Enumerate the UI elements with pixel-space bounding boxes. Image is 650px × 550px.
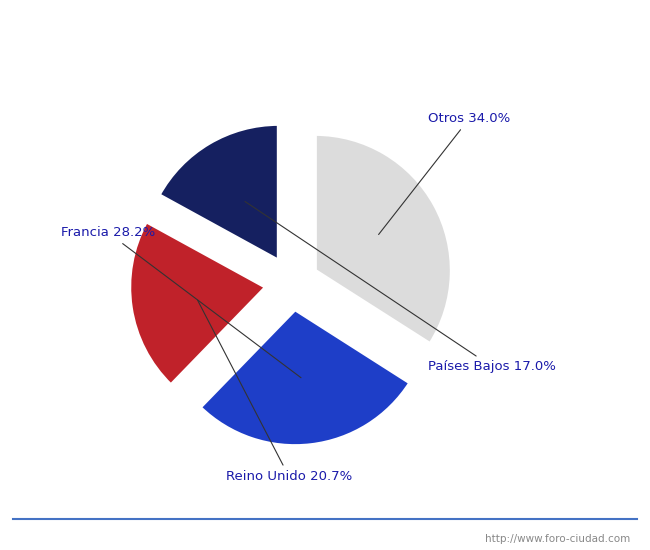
Text: Países Bajos 17.0%: Países Bajos 17.0% <box>245 201 556 373</box>
Text: Reino Unido 20.7%: Reino Unido 20.7% <box>198 300 352 483</box>
Text: Otros 34.0%: Otros 34.0% <box>378 112 511 234</box>
Wedge shape <box>200 310 410 446</box>
Text: Francia 28.2%: Francia 28.2% <box>61 226 301 378</box>
Wedge shape <box>129 222 266 385</box>
Wedge shape <box>315 134 452 344</box>
Text: http://www.foro-ciudad.com: http://www.foro-ciudad.com <box>486 534 630 544</box>
Wedge shape <box>159 124 279 261</box>
Text: Rute - Turistas extranjeros según país - Agosto de 2024: Rute - Turistas extranjeros según país -… <box>113 18 537 34</box>
